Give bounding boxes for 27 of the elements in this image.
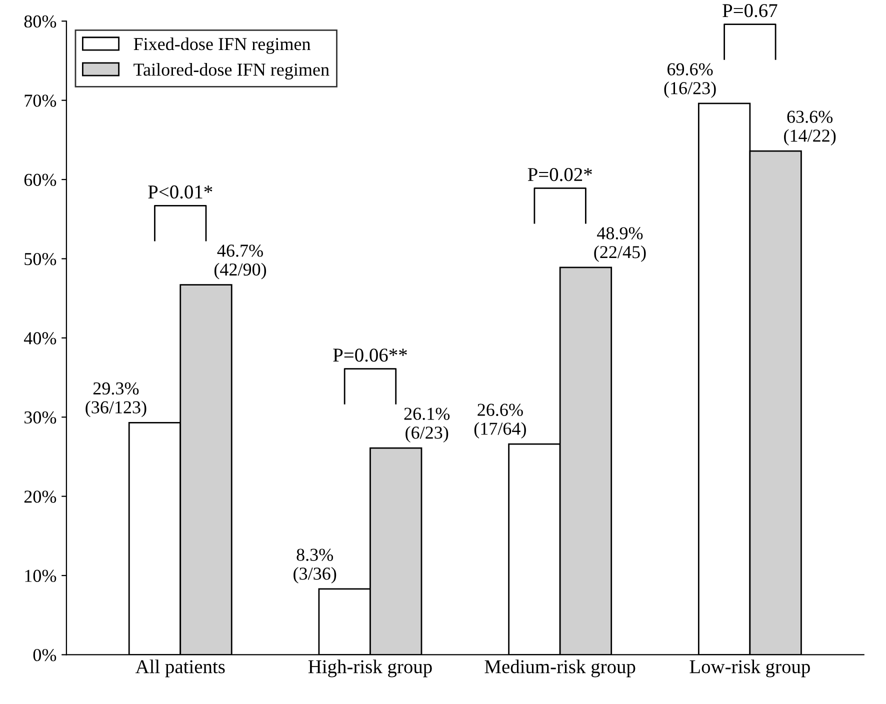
x-tick-label: All patients: [135, 660, 225, 678]
annotation: P=0.06**: [333, 348, 407, 362]
data-label: 26.6% (17/64): [474, 404, 526, 438]
y-tick-label: 60%: [24, 174, 56, 186]
legend-label: Tailored-dose IFN regimen: [134, 63, 330, 80]
x-tick-label: Medium-risk group: [484, 660, 636, 678]
annotation: P=0.02*: [528, 168, 592, 182]
data-label: 63.6% (14/22): [784, 110, 836, 146]
text: P=0.67: [722, 4, 778, 18]
y-tick-label: 20%: [24, 490, 56, 503]
y-tick-label: 40%: [24, 332, 56, 344]
data-label: 48.9% (22/45): [594, 227, 646, 262]
y-tick-label: 50%: [24, 252, 56, 266]
y-tick-label: 10%: [25, 570, 56, 582]
y-tick-label: 70%: [24, 94, 56, 107]
data-label: 46.7% (42/90): [214, 244, 266, 280]
y-tick-label: 80%: [24, 15, 56, 28]
y-tick-label: 30%: [24, 411, 56, 424]
x-tick-label: Low-risk group: [690, 660, 810, 678]
y-tick-label: 0%: [33, 648, 56, 662]
data-label: 26.1% (6/23): [404, 408, 450, 442]
data-label: 8.3% (3/36): [294, 548, 336, 584]
data-label: 29.3% (36/123): [86, 382, 146, 418]
annotation: P<0.01*: [148, 185, 212, 199]
data-label: 69.6% (16/23): [664, 63, 716, 98]
legend-label: Fixed-dose IFN regimen: [134, 37, 310, 54]
x-tick-label: High-risk group: [308, 660, 432, 678]
